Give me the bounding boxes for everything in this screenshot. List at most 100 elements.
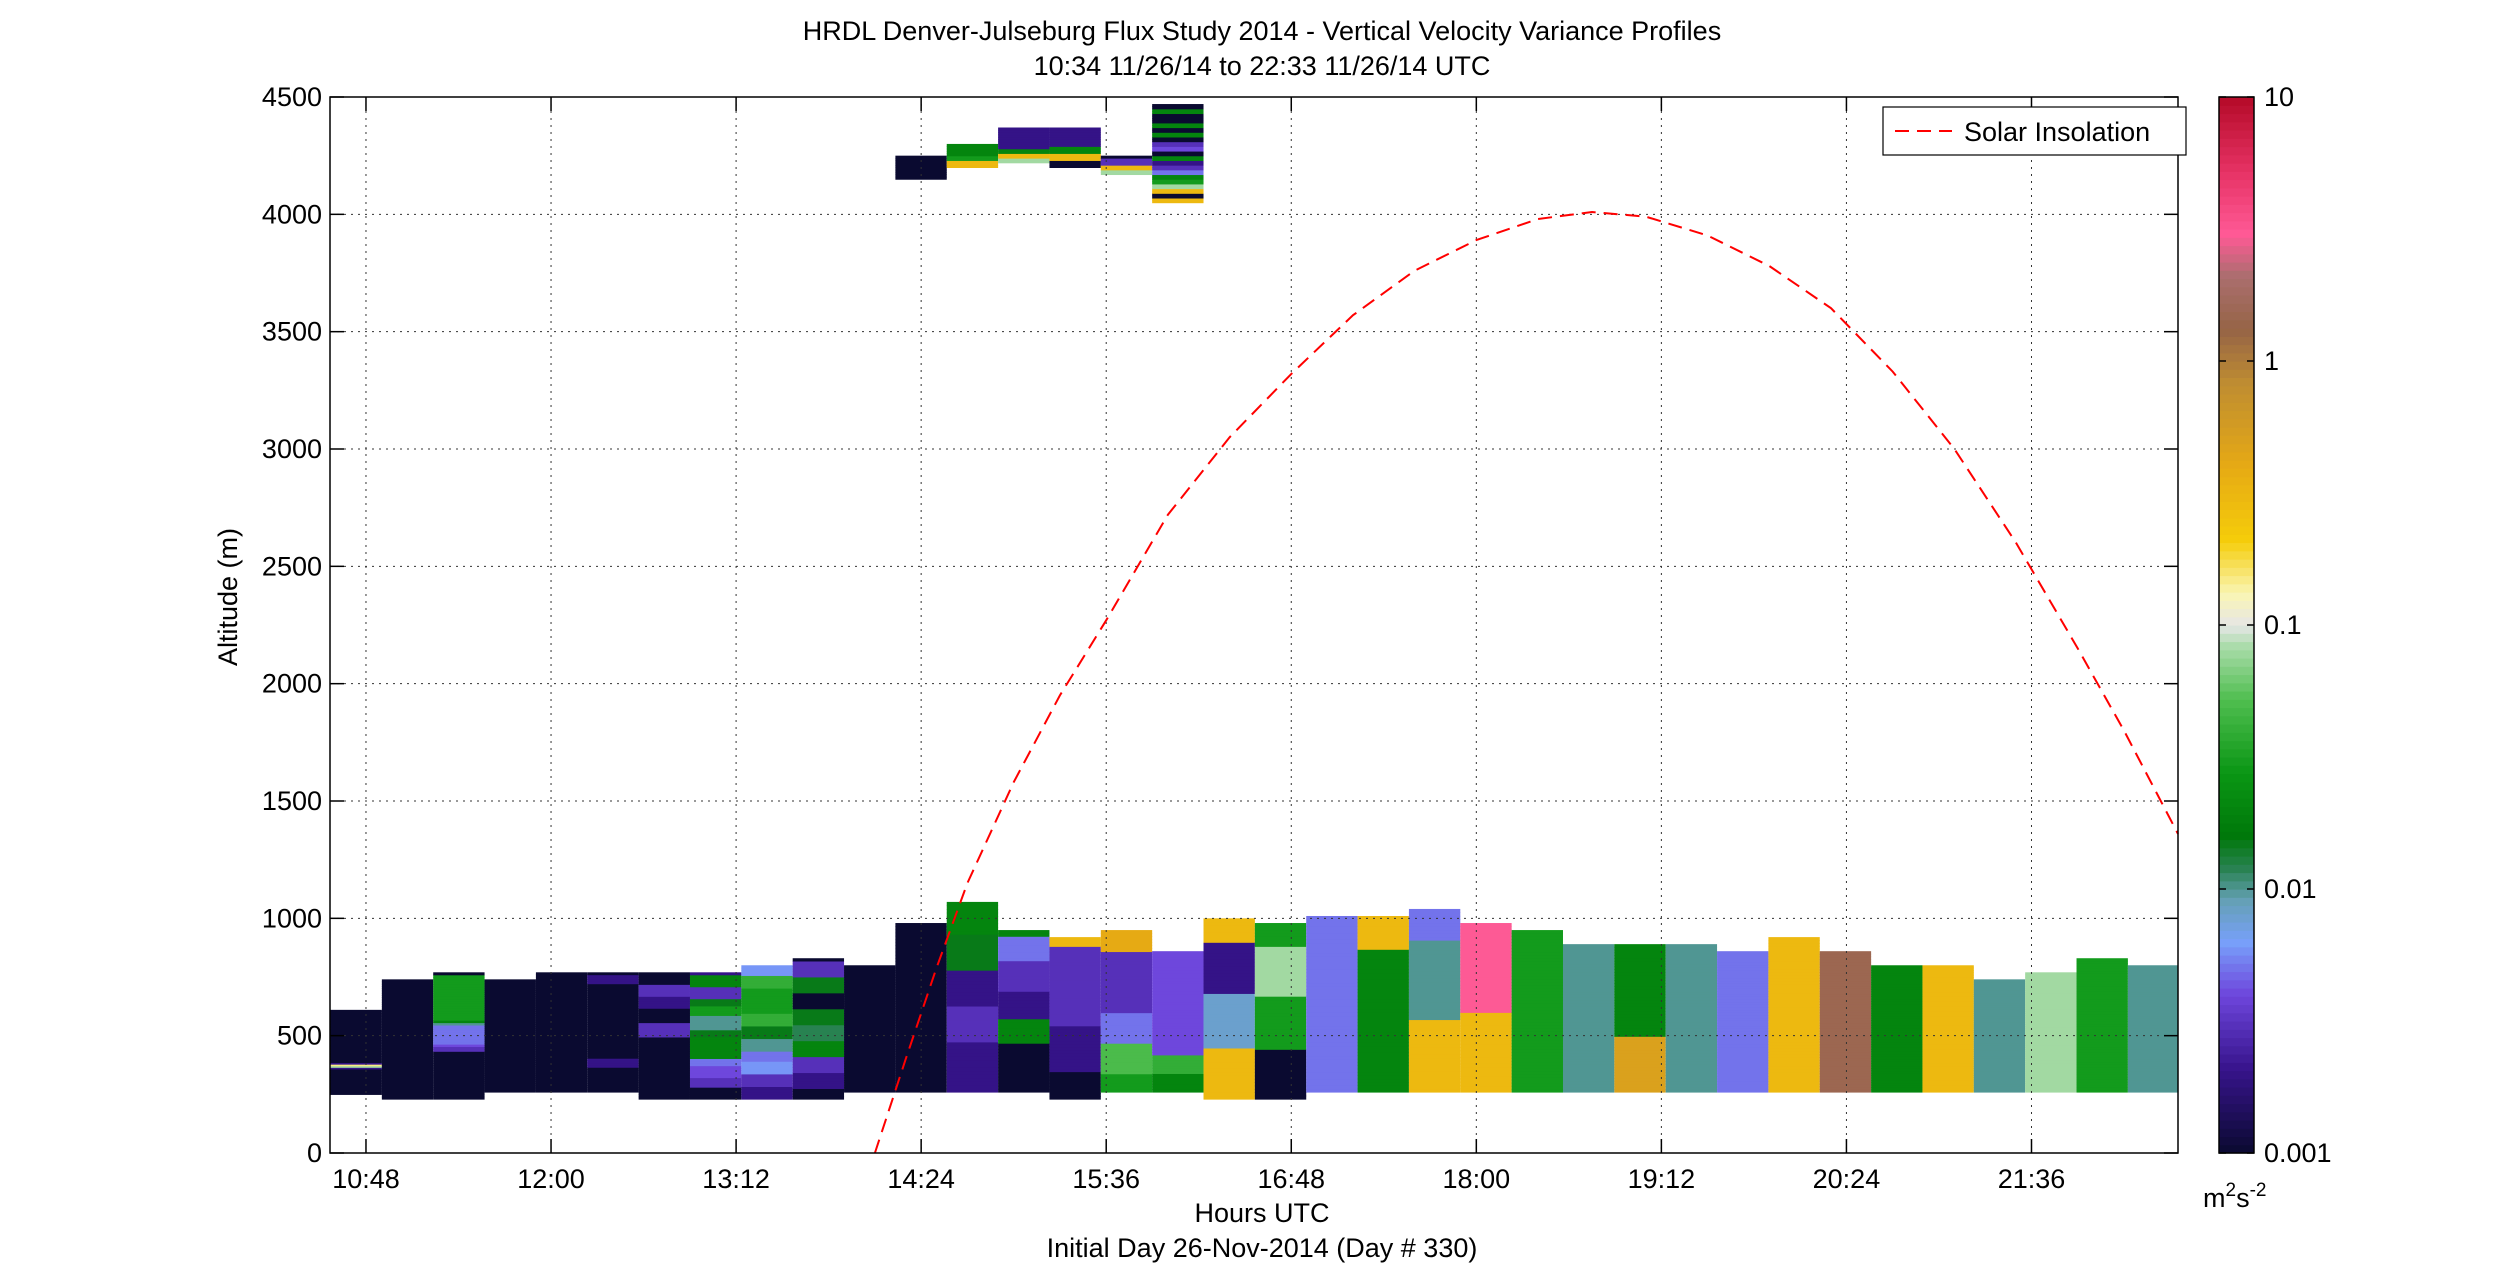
heatmap-cell bbox=[1819, 961, 1872, 966]
colorbar-swatch bbox=[2219, 922, 2254, 931]
heatmap-cell bbox=[844, 1048, 896, 1052]
heatmap-cell bbox=[1665, 1025, 1718, 1029]
heatmap-cell bbox=[741, 975, 793, 979]
heatmap-cell bbox=[895, 996, 947, 1001]
heatmap-cell bbox=[1357, 1068, 1409, 1073]
heatmap-cell bbox=[1614, 1044, 1666, 1048]
heatmap-cell bbox=[1408, 943, 1461, 948]
heatmap-cell bbox=[381, 997, 434, 1001]
heatmap-cell bbox=[1049, 985, 1101, 990]
heatmap-cell bbox=[1152, 162, 1204, 166]
heatmap-cell bbox=[1614, 955, 1666, 959]
heatmap-cell bbox=[1049, 165, 1101, 168]
heatmap-cell bbox=[2076, 1026, 2128, 1030]
colorbar-swatch bbox=[2219, 608, 2254, 618]
heatmap-cell bbox=[1871, 1046, 1923, 1050]
heatmap-cell bbox=[1768, 995, 1820, 1000]
heatmap-cell bbox=[1973, 979, 2026, 983]
colorbar-swatch bbox=[2219, 790, 2254, 799]
heatmap-cell bbox=[638, 1027, 690, 1031]
heatmap-cell bbox=[895, 155, 947, 159]
heatmap-cell bbox=[1357, 1035, 1409, 1040]
heatmap-cell bbox=[381, 1031, 434, 1035]
heatmap-cell bbox=[1460, 977, 1512, 982]
heatmap-cell bbox=[741, 1025, 793, 1029]
heatmap-cell bbox=[946, 919, 999, 925]
heatmap-cell bbox=[330, 1025, 382, 1028]
heatmap-cell bbox=[1922, 1001, 1974, 1005]
heatmap-cell bbox=[1922, 1070, 1974, 1074]
heatmap-cell bbox=[1665, 997, 1718, 1001]
heatmap-cell bbox=[1922, 1048, 1974, 1052]
heatmap-cell bbox=[1152, 993, 1204, 997]
y-tick-label: 0 bbox=[307, 1138, 322, 1168]
heatmap-cell bbox=[1049, 1001, 1101, 1005]
heatmap-cell bbox=[535, 1008, 588, 1012]
heatmap-cell bbox=[330, 1009, 382, 1013]
heatmap-cell bbox=[1511, 1088, 1563, 1093]
heatmap-cell bbox=[1203, 979, 1255, 984]
heatmap-cell bbox=[433, 979, 485, 983]
heatmap-cell bbox=[1511, 1055, 1563, 1059]
heatmap-cell bbox=[2127, 1005, 2178, 1009]
heatmap-cell bbox=[1819, 1001, 1872, 1005]
heatmap-cell bbox=[1562, 963, 1615, 968]
heatmap-cell bbox=[638, 1039, 690, 1043]
heatmap-cell bbox=[1460, 1044, 1512, 1048]
heatmap-cell bbox=[792, 1000, 845, 1004]
heatmap-cell bbox=[1460, 926, 1512, 931]
heatmap-cell bbox=[433, 981, 485, 985]
heatmap-cell bbox=[1306, 975, 1358, 980]
heatmap-cell bbox=[1254, 976, 1307, 981]
heatmap-cell bbox=[1717, 975, 1769, 979]
heatmap-cell bbox=[330, 1041, 382, 1044]
heatmap-cell bbox=[741, 982, 793, 987]
colorbar-swatch bbox=[2219, 996, 2254, 1006]
heatmap-cell bbox=[2127, 1082, 2178, 1086]
heatmap-cell bbox=[1357, 962, 1409, 967]
heatmap-cell bbox=[1100, 1076, 1153, 1081]
heatmap-cell bbox=[1871, 1053, 1923, 1057]
heatmap-cell bbox=[792, 1067, 845, 1071]
heatmap-cell bbox=[1562, 1083, 1615, 1088]
heatmap-cell bbox=[484, 1062, 536, 1065]
heatmap-cell bbox=[1768, 975, 1820, 979]
heatmap-cell bbox=[1049, 955, 1101, 960]
heatmap-cell bbox=[381, 1038, 434, 1041]
heatmap-cell bbox=[1203, 1075, 1255, 1080]
y-tick-label: 3000 bbox=[262, 434, 322, 464]
heatmap-cell bbox=[741, 1018, 793, 1022]
heatmap-cell bbox=[587, 1082, 639, 1086]
heatmap-cell bbox=[1562, 1041, 1615, 1046]
heatmap-cell bbox=[1717, 1009, 1769, 1013]
heatmap-cell bbox=[1871, 1051, 1923, 1055]
colorbar-swatch bbox=[2219, 831, 2254, 841]
heatmap-cell bbox=[1665, 1016, 1718, 1021]
heatmap-cell bbox=[844, 1036, 896, 1040]
heatmap-cell bbox=[381, 1019, 434, 1023]
heatmap-cell bbox=[587, 1049, 639, 1052]
heatmap-cell bbox=[998, 1070, 1050, 1075]
heatmap-cell bbox=[330, 1086, 382, 1089]
heatmap-cell bbox=[484, 979, 536, 983]
heatmap-cell bbox=[587, 1051, 639, 1055]
plot-frame bbox=[329, 96, 2179, 1154]
heatmap-cell bbox=[946, 1066, 999, 1072]
heatmap-cell bbox=[484, 1017, 536, 1021]
heatmap-cell bbox=[1819, 1046, 1872, 1051]
colorbar-swatch bbox=[2219, 1103, 2254, 1113]
heatmap-cell bbox=[998, 936, 1050, 940]
heatmap-cell bbox=[2127, 1068, 2178, 1072]
heatmap-cell bbox=[792, 1083, 845, 1087]
heatmap-cell bbox=[638, 1008, 690, 1012]
heatmap-cell bbox=[946, 1045, 999, 1050]
heatmap-cell bbox=[1973, 1038, 2026, 1042]
heatmap-cell bbox=[1460, 1009, 1512, 1013]
heatmap-cell bbox=[1100, 1036, 1153, 1041]
heatmap-cell bbox=[1922, 1087, 1974, 1091]
heatmap-cell bbox=[1306, 932, 1358, 937]
heatmap-cell bbox=[2076, 1081, 2128, 1086]
heatmap-cell bbox=[2076, 1086, 2128, 1091]
colorbar-swatch bbox=[2219, 311, 2254, 321]
heatmap-cell bbox=[792, 958, 845, 962]
